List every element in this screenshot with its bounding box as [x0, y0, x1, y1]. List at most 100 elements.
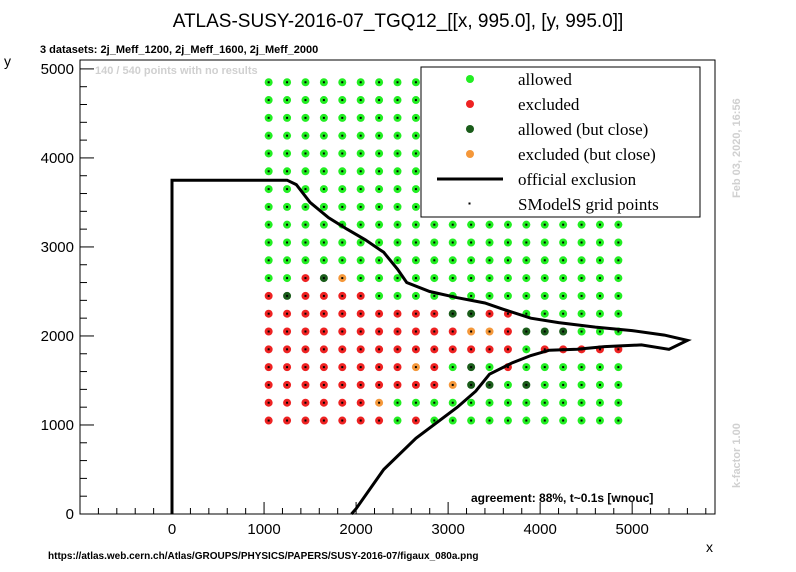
grid-point-dot — [598, 348, 601, 351]
grid-point-dot — [470, 330, 473, 333]
kfactor-text: k-factor 1.00 — [731, 423, 743, 488]
grid-point-dot — [525, 330, 528, 333]
grid-point-dot — [506, 294, 509, 297]
grid-point-dot — [286, 152, 289, 155]
grid-point-dot — [341, 312, 344, 315]
grid-point-dot — [414, 277, 417, 280]
grid-point-dot — [396, 366, 399, 369]
grid-point-dot — [378, 152, 381, 155]
grid-point-dot — [525, 241, 528, 244]
grid-point-dot — [543, 259, 546, 262]
y-tick-label: 4000 — [41, 150, 74, 167]
grid-point-dot — [433, 259, 436, 262]
grid-point-dot — [359, 419, 362, 422]
grid-point-dot — [414, 401, 417, 404]
legend-label-excluded-close: excluded (but close) — [518, 145, 656, 164]
grid-point-dot — [378, 205, 381, 208]
grid-point-dot — [322, 401, 325, 404]
grid-point-dot — [470, 259, 473, 262]
grid-point-dot — [433, 366, 436, 369]
grid-point-dot — [598, 401, 601, 404]
grid-point-dot — [414, 294, 417, 297]
grid-point-dot — [286, 205, 289, 208]
grid-point-dot — [451, 366, 454, 369]
grid-point-dot — [433, 294, 436, 297]
grid-point-dot — [414, 366, 417, 369]
grid-point-dot — [433, 383, 436, 386]
grid-point-dot — [414, 134, 417, 137]
grid-point-dot — [488, 419, 491, 422]
grid-points — [264, 78, 623, 425]
grid-point-dot — [433, 277, 436, 280]
grid-point-dot — [617, 348, 620, 351]
grid-point-dot — [543, 366, 546, 369]
y-tick-label: 0 — [66, 506, 74, 523]
grid-point-dot — [506, 312, 509, 315]
grid-point-dot — [543, 312, 546, 315]
grid-point-dot — [341, 81, 344, 84]
grid-point-dot — [396, 205, 399, 208]
grid-point-dot — [396, 277, 399, 280]
grid-point-dot — [598, 330, 601, 333]
legend-label-grid-points: SModelS grid points — [518, 195, 659, 214]
grid-point-dot — [267, 294, 270, 297]
grid-point-dot — [359, 383, 362, 386]
grid-point-dot — [470, 419, 473, 422]
grid-point-dot — [598, 241, 601, 244]
grid-point-dot — [322, 259, 325, 262]
grid-point-dot — [322, 81, 325, 84]
grid-point-dot — [525, 348, 528, 351]
grid-point-dot — [488, 294, 491, 297]
grid-point-dot — [414, 170, 417, 173]
grid-point-dot — [562, 312, 565, 315]
x-tick-label: 4000 — [523, 521, 556, 538]
grid-point-dot — [451, 348, 454, 351]
grid-point-dot — [451, 330, 454, 333]
x-axis-label: x — [706, 539, 713, 555]
grid-point-dot — [359, 205, 362, 208]
grid-point-dot — [286, 312, 289, 315]
grid-point-dot — [304, 383, 307, 386]
grid-point-dot — [322, 116, 325, 119]
grid-point-dot — [378, 134, 381, 137]
grid-point-dot — [341, 366, 344, 369]
grid-point-dot — [414, 419, 417, 422]
grid-point-dot — [433, 312, 436, 315]
x-tick-label: 3000 — [431, 521, 464, 538]
grid-point-dot — [378, 294, 381, 297]
grid-point-dot — [580, 241, 583, 244]
grid-point-dot — [267, 366, 270, 369]
grid-point-dot — [267, 116, 270, 119]
grid-point-dot — [378, 330, 381, 333]
grid-point-dot — [396, 294, 399, 297]
y-tick-label: 5000 — [41, 61, 74, 78]
grid-point-dot — [322, 170, 325, 173]
grid-point-dot — [525, 294, 528, 297]
grid-point-dot — [322, 277, 325, 280]
grid-point-dot — [525, 366, 528, 369]
grid-point-dot — [396, 401, 399, 404]
grid-point-dot — [286, 330, 289, 333]
grid-point-dot — [617, 419, 620, 422]
grid-point-dot — [396, 152, 399, 155]
grid-point-dot — [359, 81, 362, 84]
grid-point-dot — [580, 383, 583, 386]
grid-point-dot — [396, 419, 399, 422]
grid-point-dot — [267, 81, 270, 84]
grid-point-dot — [396, 241, 399, 244]
grid-point-dot — [562, 383, 565, 386]
grid-point-dot — [304, 294, 307, 297]
grid-point-dot — [359, 134, 362, 137]
grid-point-dot — [267, 330, 270, 333]
grid-point-dot — [562, 419, 565, 422]
grid-point-dot — [267, 134, 270, 137]
grid-point-dot — [433, 348, 436, 351]
grid-point-dot — [378, 81, 381, 84]
grid-point-dot — [598, 366, 601, 369]
grid-point-dot — [488, 259, 491, 262]
grid-point-dot — [304, 312, 307, 315]
grid-point-dot — [470, 223, 473, 226]
grid-point-dot — [470, 277, 473, 280]
grid-point-dot — [562, 330, 565, 333]
grid-point-dot — [543, 294, 546, 297]
